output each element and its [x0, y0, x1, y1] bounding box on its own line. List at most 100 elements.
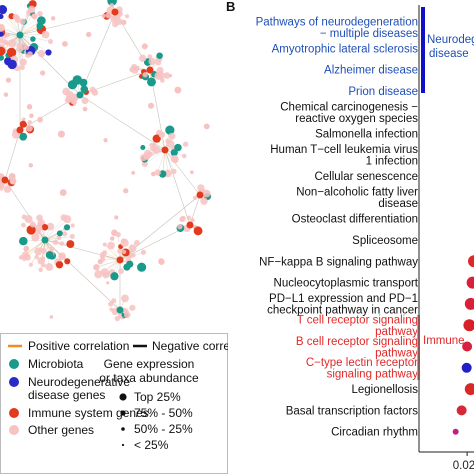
size-label-75-50: 75% - 50%	[134, 406, 193, 420]
network-node	[134, 65, 140, 71]
pathway-label: Human T−cell leukemia virus	[270, 144, 418, 156]
pathway-label: NF−kappa B signaling pathway	[259, 256, 418, 268]
data-point	[456, 405, 467, 416]
network-node	[40, 256, 46, 261]
network-node	[41, 224, 49, 231]
network-node	[117, 10, 123, 16]
size-label-50-25: 50% - 25%	[134, 422, 193, 436]
network-node	[19, 58, 27, 66]
positive-correlation-label: Positive correlation	[28, 339, 129, 353]
pathway-label: 1 infection	[366, 156, 418, 168]
network-node	[111, 298, 117, 304]
network-node	[23, 245, 30, 252]
size-label-lt25: < 25%	[134, 438, 169, 452]
network-hub-node	[186, 221, 194, 229]
data-point	[461, 362, 472, 373]
network-node	[121, 294, 129, 303]
network-node	[81, 97, 89, 105]
network-node	[102, 250, 108, 256]
network-node	[40, 248, 47, 254]
network-node	[37, 10, 43, 17]
network-node	[49, 246, 55, 252]
network-node	[12, 13, 19, 20]
neurodegenerative-group-label: Neurodeg	[427, 34, 474, 46]
network-legend: Positive correlation Negative correlatio…	[0, 333, 228, 474]
network-hub-node	[161, 146, 169, 154]
network-node	[121, 249, 127, 255]
network-node	[16, 42, 22, 49]
network-node	[107, 0, 117, 6]
network-hub-node	[111, 8, 119, 16]
network-node	[179, 216, 186, 223]
network-node	[57, 130, 65, 138]
network-node	[111, 229, 118, 236]
network-node	[126, 260, 134, 268]
network-node	[56, 230, 63, 237]
pathway-label: Chemical carcinogenesis −	[280, 101, 418, 113]
network-node	[56, 235, 62, 241]
pathway-label: Alzheimer disease	[324, 65, 418, 77]
network-node	[0, 37, 5, 44]
network-node	[31, 233, 40, 242]
network-node	[128, 244, 137, 253]
network-node	[158, 258, 165, 265]
network-node	[197, 184, 205, 192]
network-node	[19, 64, 25, 71]
pathway-label: Amyotrophic lateral sclerosis	[272, 43, 419, 55]
network-node	[121, 19, 127, 25]
network-node	[0, 5, 8, 15]
other-genes-swatch	[9, 425, 19, 435]
network-node	[172, 156, 179, 164]
network-edge	[164, 149, 175, 172]
network-node	[143, 152, 151, 160]
network-node	[7, 59, 17, 70]
network-node	[62, 40, 68, 47]
data-point	[468, 255, 474, 268]
network-node	[0, 54, 5, 61]
network-node	[6, 47, 17, 58]
network-node	[142, 72, 148, 78]
network-node	[21, 255, 28, 262]
network-node	[97, 258, 104, 265]
network-node	[19, 120, 27, 128]
panel-b-label: B	[226, 0, 235, 14]
network-node	[26, 124, 33, 132]
pathway-label: Pathways of neurodegeneration	[256, 16, 418, 28]
network-hub-node	[41, 236, 49, 244]
network-node	[52, 239, 59, 245]
network-node	[168, 132, 176, 140]
network-node	[29, 113, 34, 119]
pathway-label: T cell receptor signaling	[297, 314, 418, 326]
network-node	[125, 14, 130, 19]
network-node	[114, 315, 121, 322]
pathway-labels: Pathways of neurodegeneration− multiple …	[256, 16, 419, 438]
pathway-label: Legionellosis	[352, 384, 419, 396]
network-edge	[164, 149, 169, 174]
size-legend-title-line1: Gene expression	[104, 357, 195, 371]
network-edge	[19, 25, 40, 36]
network-node	[21, 222, 26, 228]
x-axis: 0.025	[418, 5, 474, 472]
pathway-label: Prion disease	[348, 86, 418, 98]
network-node	[29, 221, 36, 228]
network-node	[5, 77, 12, 83]
network-node	[190, 217, 195, 223]
network-graph	[0, 0, 212, 322]
network-node	[31, 13, 38, 20]
network-node	[129, 304, 136, 311]
network-node	[64, 258, 71, 265]
network-node	[85, 31, 92, 38]
network-node	[174, 143, 182, 152]
network-node	[36, 214, 43, 222]
network-node	[23, 44, 30, 51]
network-node	[118, 268, 124, 275]
network-edge	[164, 149, 201, 196]
network-edge	[96, 259, 121, 268]
network-node	[123, 311, 131, 319]
network-node	[66, 240, 75, 249]
network-node	[28, 262, 33, 267]
network-node	[63, 215, 72, 224]
network-node	[0, 48, 4, 55]
data-point	[464, 297, 474, 310]
